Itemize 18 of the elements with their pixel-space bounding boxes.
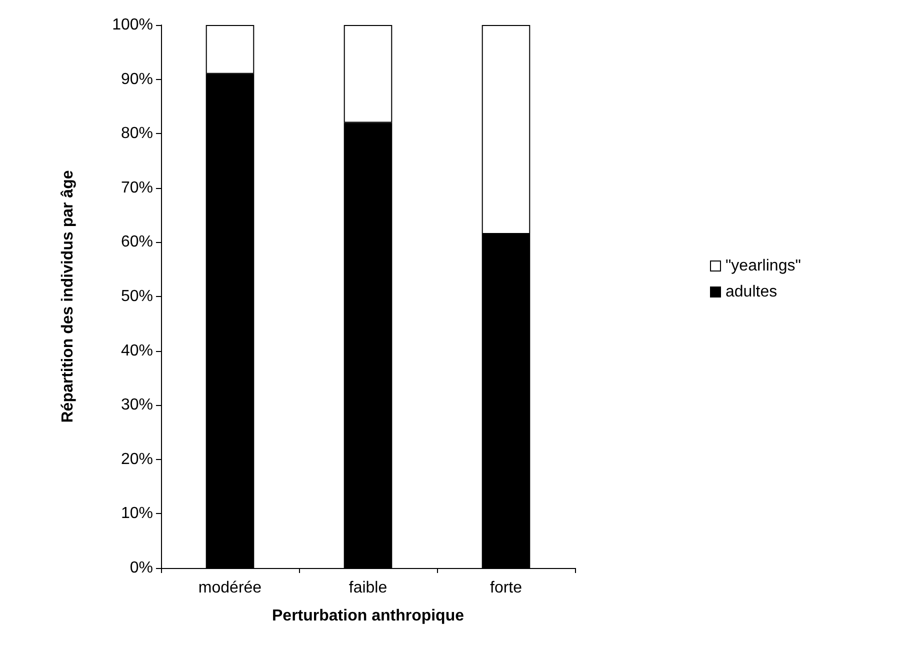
y-tick-label: 100% (112, 16, 153, 34)
y-tick-label: 60% (120, 234, 153, 251)
y-tick-label: 20% (120, 450, 153, 468)
y-tick-label: 10% (120, 505, 153, 522)
x-tick-label: faible (348, 580, 388, 596)
y-tick-label: 70% (120, 179, 153, 196)
y-tick-label: 80% (120, 125, 153, 142)
y-tick-label: 0% (130, 560, 153, 576)
y-tick-label: 50% (120, 288, 153, 305)
x-axis-title: Perturbation anthropique (272, 608, 464, 624)
x-tick-label: modérée (198, 580, 262, 596)
legend-label: adultes (726, 284, 778, 300)
y-tick-label: 30% (120, 396, 153, 414)
y-tick-label: 90% (120, 70, 153, 88)
x-tick-label: forte (490, 580, 522, 596)
legend-label: "yearlings" (726, 258, 801, 274)
y-axis-title: Répartition des individus par âge (60, 170, 76, 423)
y-tick-label: 40% (120, 342, 153, 360)
